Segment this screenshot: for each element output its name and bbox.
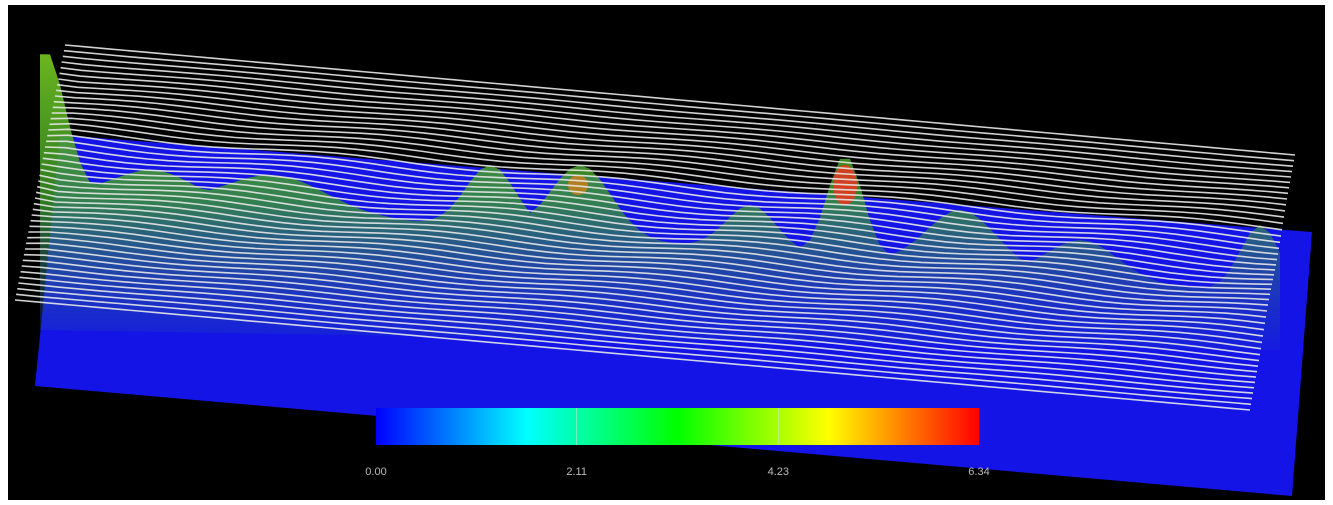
colorbar-label: 0.00	[365, 466, 386, 478]
colorbar	[376, 408, 979, 445]
visualization: 0.00 2.11 4.23 6.34	[0, 0, 1333, 505]
colorbar-label: 4.23	[768, 466, 789, 478]
page: 0.002.114.236.34 (() => { const data = J…	[0, 0, 1333, 505]
colorbar-label: 6.34	[968, 466, 989, 478]
colorbar-label: 2.11	[566, 466, 587, 478]
